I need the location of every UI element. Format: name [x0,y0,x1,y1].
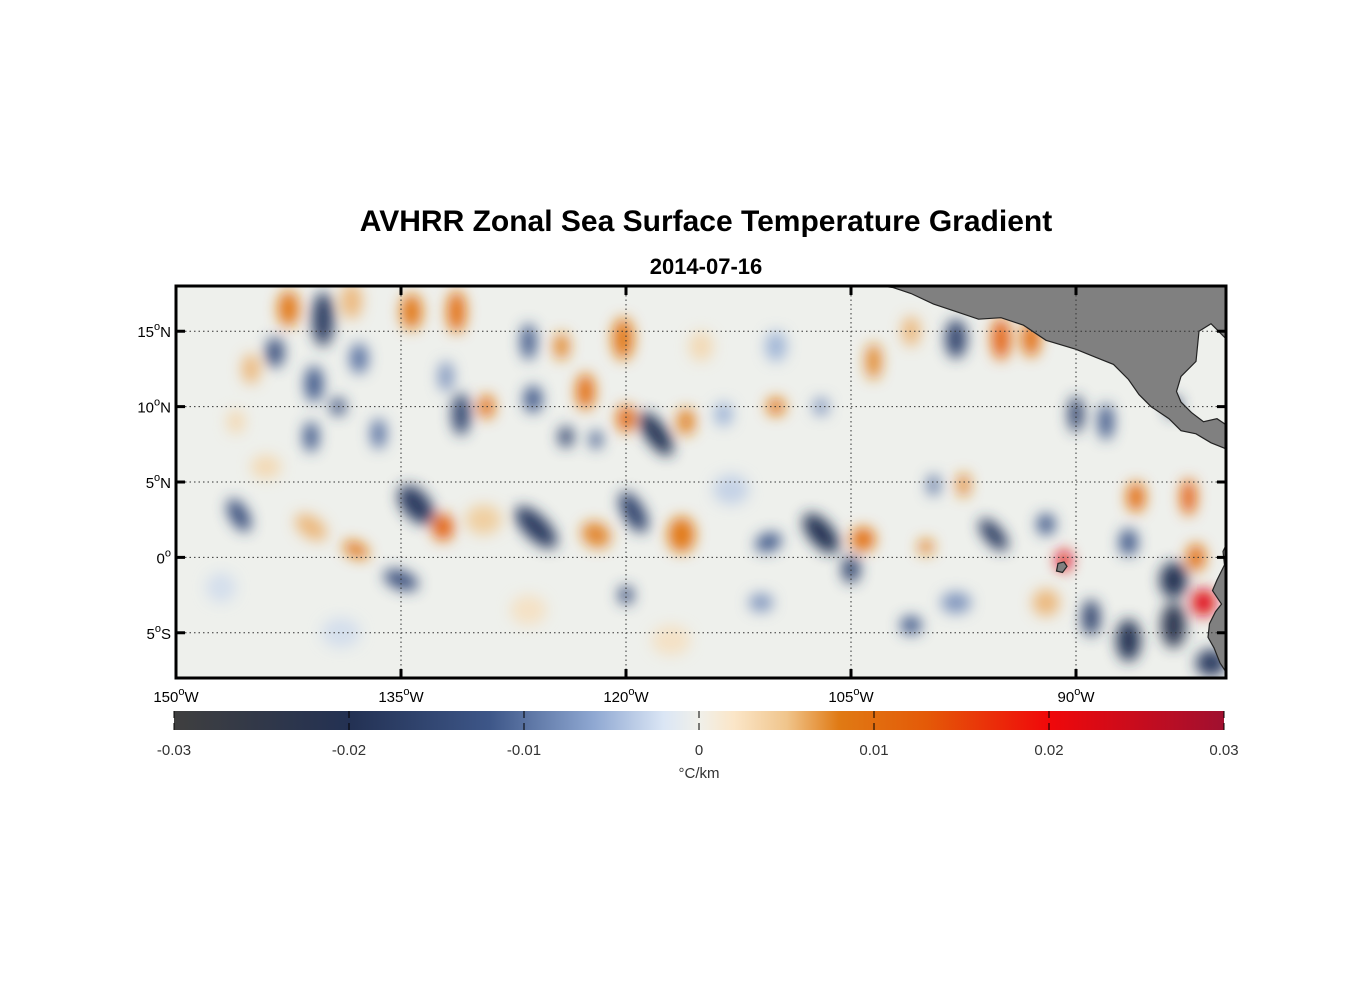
land-central-america [880,286,1226,450]
map-title: AVHRR Zonal Sea Surface Temperature Grad… [359,205,1053,238]
colorbar-tick-label: -0.03 [157,742,191,759]
gradient-feature [1032,589,1060,617]
lat-tick-label: 0o [157,547,171,567]
land-galapagos [1055,561,1068,574]
colorbar-tick-label: 0.02 [1034,742,1063,759]
gradient-feature [1191,589,1216,617]
lat-tick-label: 5oS [147,623,171,643]
gradient-feature [576,373,595,410]
gradient-feature [447,290,466,333]
lat-tick-label: 15oN [137,321,171,341]
gradient-feature [343,540,369,559]
gradient-feature [312,292,334,347]
colorbar-unit-label: °C/km [679,765,720,782]
gradient-feature [590,430,602,449]
gradient-feature [321,617,361,648]
gradient-feature [992,317,1010,360]
gradient-feature [438,361,454,392]
gradient-feature [1160,562,1187,598]
colorbar-gradient [174,711,1224,730]
gradient-feature [554,332,569,360]
gradient-feature [639,412,673,456]
gradient-feature [465,504,502,535]
gradient-feature [515,506,557,549]
colorbar-tick-label: 0.01 [859,742,888,759]
lon-tick-label: 135oW [378,686,424,706]
gradient-feature [278,290,299,327]
gradient-feature [452,393,470,436]
gradient-feature [303,421,319,452]
gradient-feature [350,343,368,374]
map-subtitle: 2014-07-16 [649,254,763,279]
gradient-feature [266,337,284,368]
gradient-feature [1127,482,1145,513]
colorbar-ticks: -0.03 -0.02 -0.01 0 0.01 0.02 0.03 [157,711,1239,759]
gradient-feature [295,513,327,541]
gradient-feature [251,454,281,479]
gradient-feature [1161,602,1186,648]
gradient-feature [866,343,881,380]
gradient-feature [524,385,542,413]
gradient-feature [851,527,875,552]
gradient-feature [618,586,634,605]
gradient-feature [765,331,787,362]
colorbar: -0.03 -0.02 -0.01 0 0.01 0.02 0.03 °C/km [157,711,1239,782]
gradient-feature [1181,479,1196,516]
gradient-feature [677,408,695,436]
lon-tick-label: 90oW [1058,686,1096,706]
gradient-feature [521,323,536,360]
gradient-feature [510,595,547,626]
gradient-feature [1119,528,1138,556]
gradient-feature [957,473,970,498]
gradient-feature [227,409,245,434]
gradient-feature [227,498,251,532]
gradient-feature [617,405,635,433]
gradient-feature [918,539,934,555]
gradient-feature [398,485,434,524]
gradient-feature [1098,403,1114,440]
gradient-feature [558,426,574,448]
gradient-feature [1116,619,1141,662]
gradient-feature [668,516,695,553]
gradient-feature [945,319,967,359]
gradient-feature [900,616,922,635]
gradient-feature [689,331,713,362]
gradient-feature [941,592,971,614]
colorbar-tick-label: 0 [695,742,703,759]
gradient-feature [206,572,236,603]
gradient-feature [1187,543,1205,571]
axis-ticks: 150oW 135oW 120oW 105oW 90oW 15oN 10oN 5oN 0o 5oS [137,286,1226,706]
gradient-feature [803,513,839,554]
gradient-feature [1082,599,1100,636]
gradient-feature [1068,396,1084,433]
gradient-feature [432,513,454,541]
gradient-feature [755,532,782,552]
gradient-feature [714,402,733,427]
lat-tick-label: 10oN [137,397,171,417]
gradient-feature [1037,513,1055,535]
gradient-feature [242,353,260,384]
gradient-feature [341,286,362,320]
lon-tick-label: 105oW [828,686,874,706]
lon-tick-label: 120oW [603,686,649,706]
colorbar-tick-label: -0.02 [332,742,366,759]
gradient-feature [371,418,386,449]
lat-tick-label: 5oN [146,472,171,492]
gradient-feature [581,521,611,548]
gradient-feature [713,474,749,505]
sst-gradient-field [206,286,1226,677]
gradient-feature [651,625,691,656]
colorbar-tick-label: 0.03 [1209,742,1238,759]
gradient-feature [612,317,634,360]
gradient-feature [842,555,860,583]
lon-tick-label: 150oW [153,686,199,706]
gradient-feature [305,366,323,402]
colorbar-tick-label: -0.01 [507,742,541,759]
gradient-feature [401,293,422,330]
gradient-feature [927,474,940,496]
gradient-feature [749,593,773,612]
gradient-feature [979,518,1008,551]
